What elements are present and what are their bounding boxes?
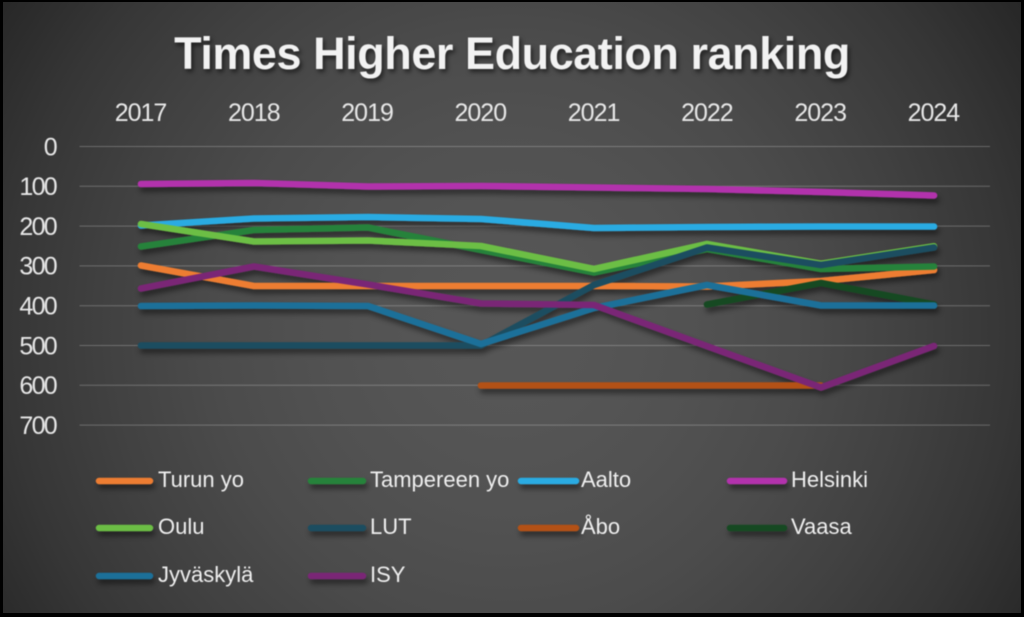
svg-text:Aalto: Aalto xyxy=(581,467,631,492)
svg-text:LUT: LUT xyxy=(370,514,412,539)
svg-text:500: 500 xyxy=(19,332,56,360)
svg-text:200: 200 xyxy=(19,213,56,241)
svg-text:Helsinki: Helsinki xyxy=(791,467,868,492)
svg-text:600: 600 xyxy=(19,372,56,400)
svg-text:Vaasa: Vaasa xyxy=(791,514,853,539)
svg-text:2024: 2024 xyxy=(908,99,961,127)
svg-text:400: 400 xyxy=(19,293,56,321)
svg-text:2018: 2018 xyxy=(228,99,280,127)
svg-text:700: 700 xyxy=(19,412,56,440)
svg-text:Tampereen yo: Tampereen yo xyxy=(370,467,509,492)
svg-text:2019: 2019 xyxy=(341,99,393,127)
svg-text:0: 0 xyxy=(44,133,57,161)
svg-text:Turun yo: Turun yo xyxy=(158,467,244,492)
svg-text:Åbo: Åbo xyxy=(581,514,620,539)
svg-text:100: 100 xyxy=(19,173,56,201)
svg-text:2021: 2021 xyxy=(568,99,620,127)
svg-text:2022: 2022 xyxy=(681,99,733,127)
svg-text:2023: 2023 xyxy=(794,99,846,127)
svg-text:2017: 2017 xyxy=(115,99,167,127)
svg-text:2020: 2020 xyxy=(454,99,506,127)
svg-text:300: 300 xyxy=(19,253,56,281)
svg-text:Jyväskylä: Jyväskylä xyxy=(158,562,254,587)
svg-text:Oulu: Oulu xyxy=(158,514,204,539)
svg-text:ISY: ISY xyxy=(370,562,406,587)
